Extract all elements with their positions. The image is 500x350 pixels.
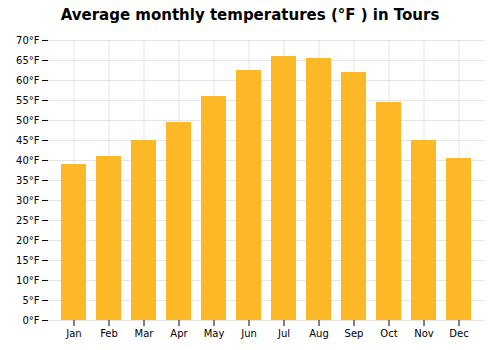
svg-text:Sep: Sep: [345, 328, 364, 339]
svg-text:Aug: Aug: [309, 328, 329, 339]
svg-text:Oct: Oct: [380, 328, 397, 339]
svg-text:65°F: 65°F: [16, 55, 40, 66]
svg-text:Apr: Apr: [170, 328, 188, 339]
svg-text:60°F: 60°F: [16, 75, 40, 86]
svg-text:Feb: Feb: [100, 328, 118, 339]
svg-text:40°F: 40°F: [16, 155, 40, 166]
svg-text:Nov: Nov: [414, 328, 434, 339]
svg-text:Jan: Jan: [65, 328, 81, 339]
svg-text:45°F: 45°F: [16, 135, 40, 146]
svg-text:20°F: 20°F: [16, 235, 40, 246]
svg-text:55°F: 55°F: [16, 95, 40, 106]
svg-text:Jun: Jun: [240, 328, 257, 339]
svg-text:Jul: Jul: [277, 328, 290, 339]
svg-text:May: May: [204, 328, 225, 339]
svg-text:30°F: 30°F: [16, 195, 40, 206]
svg-text:Mar: Mar: [135, 328, 155, 339]
svg-text:0°F: 0°F: [22, 315, 39, 326]
svg-text:25°F: 25°F: [16, 215, 40, 226]
svg-text:50°F: 50°F: [16, 115, 40, 126]
svg-text:Dec: Dec: [449, 328, 468, 339]
svg-text:35°F: 35°F: [16, 175, 40, 186]
svg-text:15°F: 15°F: [16, 255, 40, 266]
svg-text:10°F: 10°F: [16, 275, 40, 286]
html-text:Average monthly temperatures (: Average monthly temperatures (°F ) in To…: [60, 6, 440, 24]
svg-text:5°F: 5°F: [22, 295, 39, 306]
svg-text:70°F: 70°F: [16, 35, 40, 46]
